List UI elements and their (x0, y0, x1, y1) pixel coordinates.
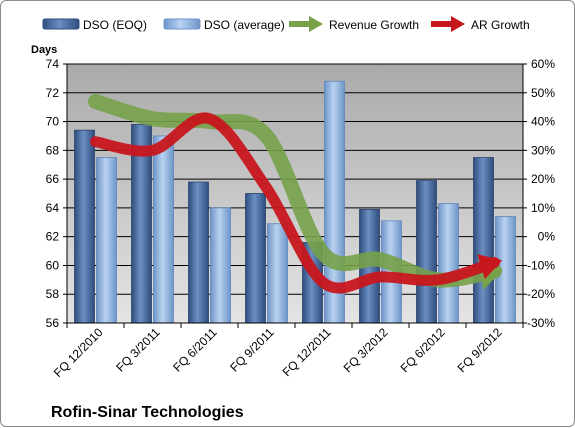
legend-swatch-dso-eoq (42, 18, 80, 30)
y2-tick-label--30: -30% (527, 316, 555, 330)
y2-tick-label--10: -10% (527, 258, 555, 272)
x-tick-label-fq-3-2012: FQ 3/2012 (341, 325, 391, 375)
y-tick-label-62: 62 (46, 230, 60, 244)
company-name: Rofin-Sinar Technologies (51, 404, 244, 421)
y2-tick-label--20: -20% (527, 287, 555, 301)
y2-tick-label-0: 0% (538, 230, 556, 244)
y2-tick-label-20: 20% (531, 172, 555, 186)
legend-label-revenue-growth: Revenue Growth (329, 18, 419, 32)
legend-arrow-revenue-growth (309, 16, 323, 32)
x-tick-label-fq-12-2010: FQ 12/2010 (51, 325, 106, 380)
legend-swatch-dso-average (163, 18, 201, 30)
x-tick-label-fq-9-2012: FQ 9/2012 (455, 325, 505, 375)
y-axis-label: Days (31, 44, 57, 56)
legend-label-dso-eoq: DSO (EOQ) (83, 18, 147, 32)
legend-item-ar-growth: AR Growth (431, 16, 530, 32)
legend-item-revenue-growth: Revenue Growth (289, 16, 419, 32)
legend-label-ar-growth: AR Growth (471, 18, 530, 32)
x-tick-label-fq-9-2011: FQ 9/2011 (227, 325, 277, 375)
y-tick-label-64: 64 (46, 201, 60, 215)
y2-tick-label-10: 10% (531, 201, 555, 215)
y-tick-label-74: 74 (46, 57, 60, 71)
bar-dso-average-fq-6-2011 (210, 207, 231, 324)
y-tick-label-60: 60 (46, 258, 60, 272)
y2-tick-label-60: 60% (531, 57, 555, 71)
bar-dso-eoq-fq-6-2012 (416, 180, 437, 324)
x-tick-label-fq-3-2011: FQ 3/2011 (113, 325, 163, 375)
y-tick-label-68: 68 (46, 143, 60, 157)
legend-item-dso-average: DSO (average) (163, 18, 285, 32)
bar-dso-average-fq-9-2011 (267, 223, 288, 324)
y2-tick-label-30: 30% (531, 143, 555, 157)
x-tick-label-fq-6-2012: FQ 6/2012 (398, 325, 448, 375)
bar-dso-average-fq-3-2011 (153, 135, 174, 324)
arrowhead-ar-growth (477, 254, 503, 280)
y2-tick-label-50: 50% (531, 86, 555, 100)
bar-dso-average-fq-12-2010 (96, 157, 117, 324)
x-tick-label-fq-6-2011: FQ 6/2011 (170, 325, 220, 375)
legend-label-dso-average: DSO (average) (204, 18, 285, 32)
y-tick-label-56: 56 (46, 316, 60, 330)
y-tick-label-66: 66 (46, 172, 60, 186)
legend-item-dso-eoq: DSO (EOQ) (42, 18, 147, 32)
bar-dso-eoq-fq-6-2011 (188, 181, 209, 324)
bar-dso-eoq-fq-9-2012 (473, 157, 494, 324)
bar-dso-eoq-fq-9-2011 (245, 193, 266, 324)
bar-dso-average-fq-6-2012 (438, 203, 459, 324)
y2-tick-label-40: 40% (531, 115, 555, 129)
bar-dso-eoq-fq-12-2010 (74, 129, 95, 324)
y-tick-label-58: 58 (46, 287, 60, 301)
y-tick-label-72: 72 (46, 86, 60, 100)
line-ar-growth (90, 112, 500, 294)
legend-arrow-ar-growth (451, 16, 465, 32)
x-tick-label-fq-12-2011: FQ 12/2011 (280, 325, 334, 379)
y-tick-label-70: 70 (46, 115, 60, 129)
legend: DSO (EOQ) DSO (average) Revenue Growth A… (42, 16, 530, 32)
growth-lines (88, 93, 503, 294)
